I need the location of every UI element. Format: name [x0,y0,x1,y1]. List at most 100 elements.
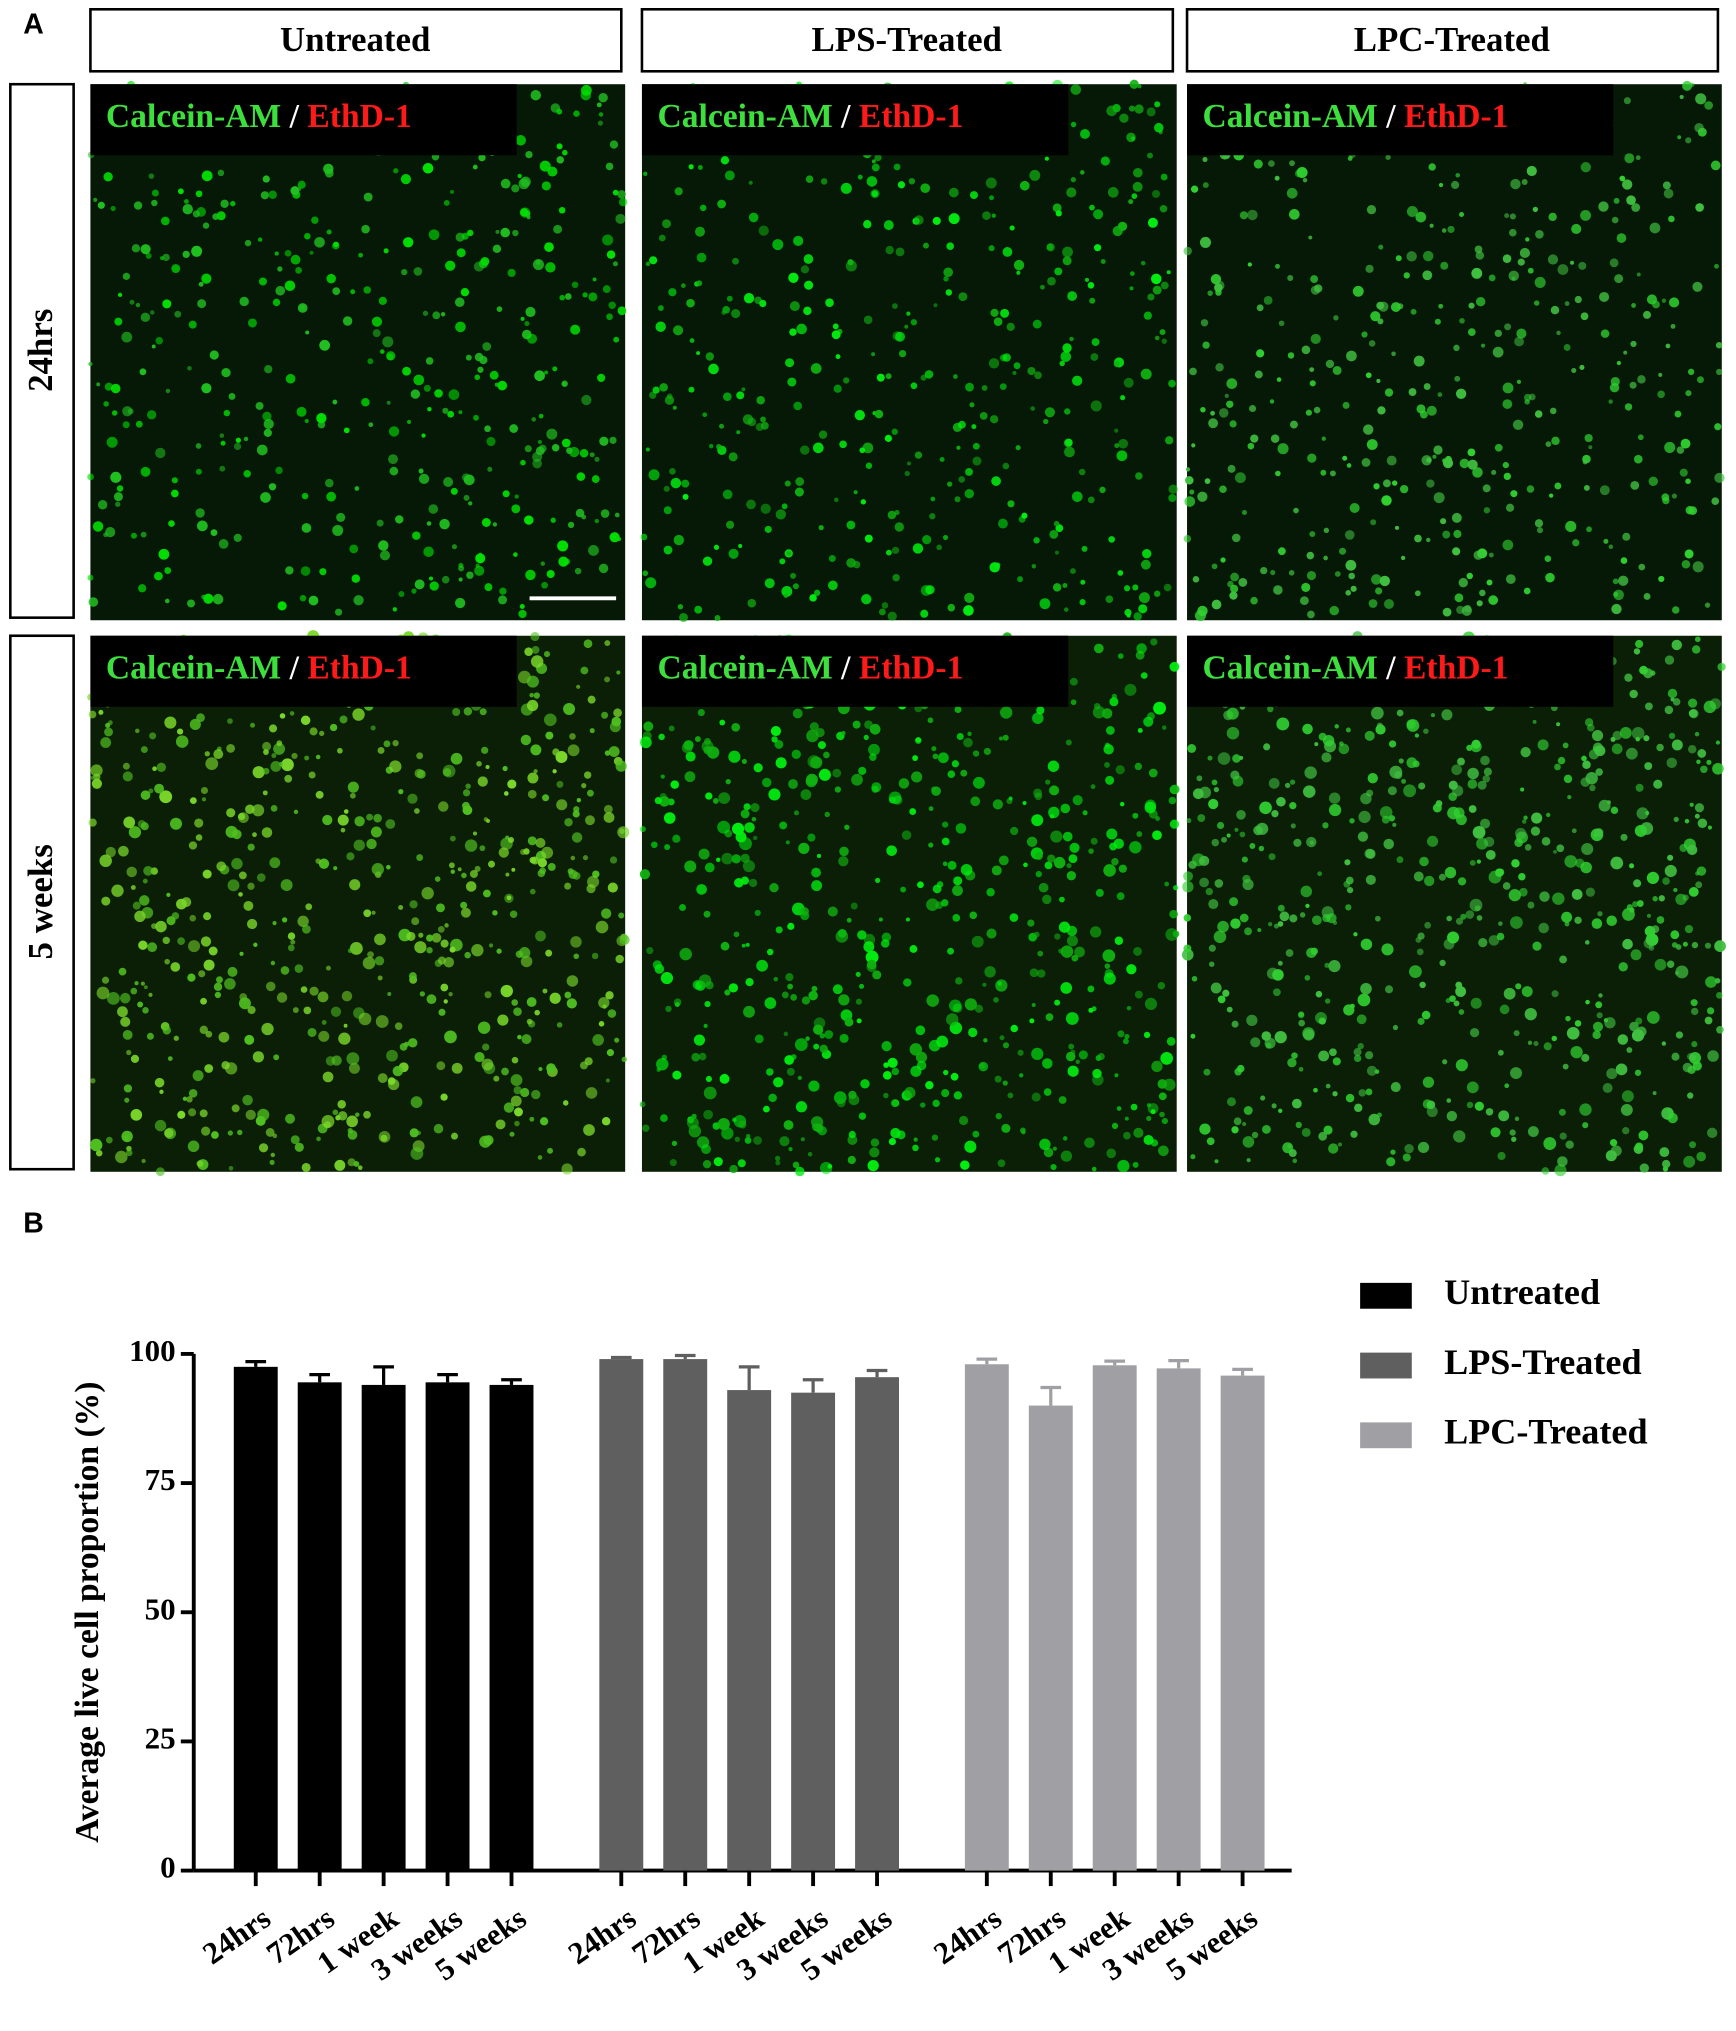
cell [1034,371,1042,380]
cell [931,746,937,752]
cell [531,856,539,865]
cell [1349,1003,1355,1009]
cell [1027,919,1035,927]
cell [530,655,544,668]
cell [1131,193,1138,200]
cell [1376,722,1383,729]
cell [1667,1108,1672,1113]
cell [1279,911,1290,922]
cell [598,93,608,103]
cell [346,1115,358,1128]
cell [500,227,511,238]
cell [1309,380,1316,387]
cell [916,1060,927,1071]
bar [855,1377,899,1871]
cell [1346,886,1354,894]
cell [524,515,534,525]
cell [534,1009,540,1016]
cell [460,288,470,297]
cell [609,721,621,733]
cell [1671,739,1683,751]
cell [1670,697,1675,702]
cell [618,197,628,207]
cell [367,358,374,365]
cell [426,934,434,942]
cell [1158,1145,1169,1157]
cell [903,978,912,987]
cell [1371,706,1384,720]
cell [854,410,865,421]
cell [449,946,456,953]
cell [658,234,666,242]
cell [1031,1002,1036,1008]
cell [418,932,424,938]
cell [1452,547,1461,556]
cell [1603,538,1609,544]
cell [817,853,822,858]
cell [436,1061,446,1071]
cell [1071,491,1083,502]
cell [1406,757,1418,769]
cell [1278,1108,1283,1113]
cell [399,1042,408,1051]
cell [1408,965,1422,979]
cell [563,703,576,716]
cell [1582,1122,1589,1129]
cell [187,599,196,608]
cell [343,809,349,814]
cell [1065,739,1072,746]
cell [1611,216,1619,224]
cell [177,188,184,195]
cell [1129,286,1134,291]
cell [615,213,626,224]
cell [699,204,707,212]
cell [1682,80,1693,91]
cell [898,778,910,789]
cell [920,374,927,381]
cell [243,900,254,911]
cell [1132,812,1139,819]
cell [1545,812,1551,818]
cell [912,755,919,762]
cell [860,1079,870,1089]
cell [1496,932,1505,941]
cell [1604,1017,1616,1029]
cell [323,163,334,175]
cell [1559,1132,1567,1140]
cell [93,197,98,202]
cell [999,736,1003,741]
cell [1124,608,1132,617]
cell [1661,298,1667,303]
cell [605,1078,610,1083]
cell [702,1160,712,1169]
cell [1710,160,1721,171]
cell [688,164,694,170]
cell [1667,1112,1678,1124]
cell [1009,826,1019,836]
panel-label: A [23,9,44,41]
cell [171,264,181,274]
cell [1033,788,1043,798]
cell [1387,786,1397,796]
cell [1169,661,1180,672]
cell [1474,245,1483,254]
cell [443,477,454,487]
cell [1683,1155,1696,1168]
cell [1447,225,1455,234]
cell [524,647,533,656]
cell [1113,838,1124,849]
cell [87,574,94,581]
cell [118,845,129,857]
cell [872,970,882,980]
cell [1186,818,1192,824]
cell [1323,1125,1333,1135]
cell [1531,812,1543,824]
cell [1309,531,1316,537]
cell [1232,754,1241,763]
cell [96,986,110,1000]
cell [1203,1068,1211,1076]
cell [1154,335,1160,341]
cell [746,499,756,510]
cell [955,977,963,985]
cell [1183,914,1192,922]
